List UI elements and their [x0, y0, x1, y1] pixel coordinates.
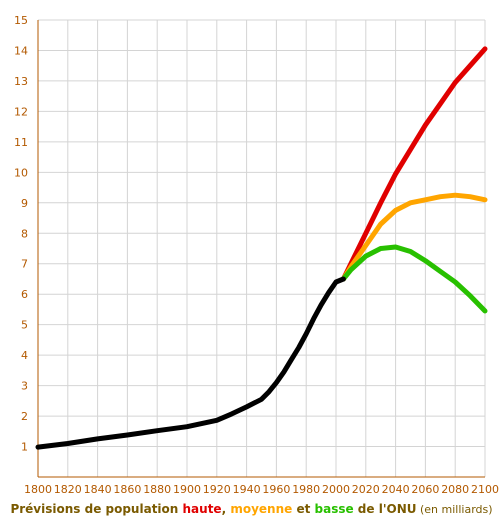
x-tick-label: 1980 — [292, 483, 320, 496]
x-tick-label: 2060 — [411, 483, 439, 496]
series-line-basse — [340, 244, 488, 314]
x-tick-label: 1860 — [113, 483, 141, 496]
x-tick-label: 1960 — [262, 483, 290, 496]
grid — [37, 19, 486, 477]
chart-caption: Prévisions de population haute, moyenne … — [0, 502, 503, 516]
caption-medium: moyenne — [230, 502, 293, 516]
x-tick-label: 2040 — [382, 483, 410, 496]
x-tick-label: 2080 — [441, 483, 469, 496]
y-tick-label: 12 — [14, 105, 28, 118]
x-tick-label: 2100 — [471, 483, 499, 496]
x-axis-ticks: 1800 1820 1840 1860 1880 1900 1920 1940 1960 1980… — [24, 483, 499, 496]
x-tick-label: 1920 — [203, 483, 231, 496]
y-tick-label: 14 — [14, 44, 28, 57]
x-tick-label: 2020 — [352, 483, 380, 496]
series — [35, 46, 488, 450]
caption-separator-2: et — [292, 502, 315, 516]
y-tick-label: 11 — [14, 136, 28, 149]
y-tick-label: 7 — [21, 258, 28, 271]
x-tick-label: 1940 — [233, 483, 261, 496]
series-line-haute — [340, 46, 488, 282]
y-tick-label: 15 — [14, 14, 28, 27]
x-tick-label: 1900 — [173, 483, 201, 496]
caption-prefix: Prévisions de population — [10, 502, 183, 516]
y-tick-label: 2 — [21, 410, 28, 423]
series-line-moyenne — [340, 192, 488, 282]
caption-low: basse — [314, 502, 354, 516]
y-tick-label: 5 — [21, 319, 28, 332]
y-tick-label: 8 — [21, 227, 28, 240]
caption-units: (en milliards) — [416, 503, 493, 516]
y-tick-label: 10 — [14, 166, 28, 179]
y-tick-label: 13 — [14, 75, 28, 88]
x-tick-label: 1800 — [24, 483, 52, 496]
y-tick-label: 4 — [21, 349, 28, 362]
series-line-historique — [35, 276, 346, 450]
y-tick-label: 3 — [21, 380, 28, 393]
x-tick-label: 1820 — [54, 483, 82, 496]
caption-high: haute — [182, 502, 222, 516]
axes — [37, 20, 485, 478]
y-tick-label: 1 — [21, 441, 28, 454]
y-tick-label: 6 — [21, 288, 28, 301]
x-tick-label: 1880 — [143, 483, 171, 496]
caption-suffix: de l'ONU — [353, 502, 417, 516]
caption-separator-1: , — [221, 502, 231, 516]
x-tick-label: 2000 — [322, 483, 350, 496]
y-tick-label: 9 — [21, 197, 28, 210]
x-tick-label: 1840 — [84, 483, 112, 496]
